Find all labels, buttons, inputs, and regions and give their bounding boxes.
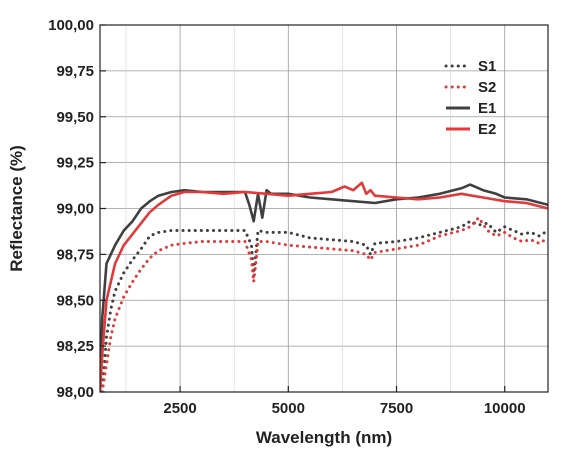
x-tick-label: 2500 [163, 400, 196, 417]
y-tick-label: 99,50 [56, 109, 94, 126]
legend-label-e2: E2 [478, 121, 496, 138]
series-line-s2 [100, 216, 548, 392]
axis-ticks: 2500 5000 7500 10000 98,00 98,25 98,50 98,75 99,… [48, 17, 525, 417]
y-axis-title: Reflectance (%) [7, 145, 26, 272]
y-tick-label: 99,25 [56, 155, 94, 172]
legend-label-s1: S1 [478, 58, 496, 75]
x-tick-label: 10000 [484, 400, 526, 417]
legend-label-s2: S2 [478, 79, 496, 96]
series-layer [100, 181, 548, 392]
y-tick-label: 99,00 [56, 201, 94, 218]
x-tick-label: 7500 [380, 400, 413, 417]
y-tick-label: 98,00 [56, 384, 94, 401]
y-tick-label: 98,50 [56, 292, 94, 309]
x-axis-title: Wavelength (nm) [256, 428, 392, 447]
series-line-e1 [100, 183, 548, 392]
series-line-s1 [100, 219, 548, 392]
series-line-e2 [100, 181, 548, 392]
y-tick-label: 98,75 [56, 246, 94, 263]
legend-label-e1: E1 [478, 100, 496, 117]
legend: S1 S2 E1 E2 [444, 58, 496, 138]
y-tick-label: 99,75 [56, 63, 94, 80]
x-tick-label: 5000 [272, 400, 305, 417]
y-tick-label: 98,25 [56, 338, 94, 355]
y-tick-label: 100,00 [48, 17, 94, 34]
